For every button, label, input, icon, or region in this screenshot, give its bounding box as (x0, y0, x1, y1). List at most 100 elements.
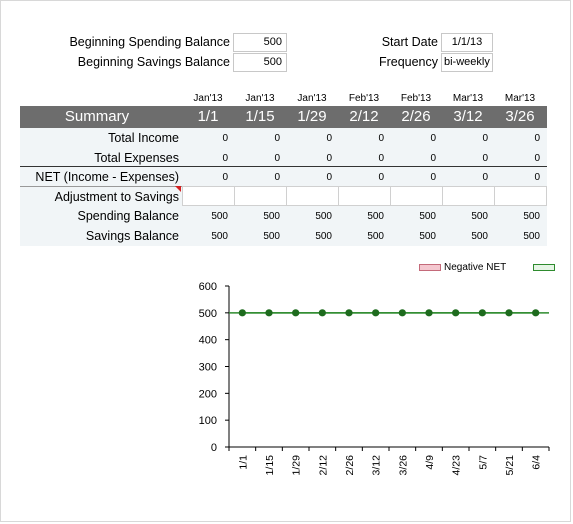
table-cell-value: 500 (315, 231, 332, 242)
month-header: Jan'13 (245, 93, 275, 104)
table-cell-value: 0 (378, 172, 384, 183)
frequency-select[interactable]: bi-weekly (441, 53, 493, 72)
x-tick-label: 2/26 (344, 455, 356, 476)
date-header: 2/26 (401, 108, 431, 125)
row-label-adjustment: Adjustment to Savings (54, 190, 179, 204)
start-date-input[interactable]: 1/1/13 (441, 33, 493, 52)
legend-series-green (533, 262, 558, 273)
table-cell-value: 0 (326, 172, 332, 183)
month-header: Jan'13 (297, 93, 327, 104)
date-header: 1/1 (197, 108, 219, 125)
table-cell-value: 0 (222, 133, 228, 144)
table-cell-value: 0 (430, 172, 436, 183)
table-cell-value: 0 (534, 153, 540, 164)
x-tick-label: 3/26 (397, 455, 409, 476)
table-cell-value: 0 (378, 153, 384, 164)
table-cell-value: 500 (315, 211, 332, 222)
data-point (425, 309, 433, 317)
table-cell-value: 0 (534, 133, 540, 144)
table-cell-value: 0 (222, 172, 228, 183)
date-header: 2/12 (349, 108, 379, 125)
data-point (345, 309, 353, 317)
data-point (532, 309, 540, 317)
balance-shade (20, 167, 547, 246)
data-point (238, 309, 246, 317)
beginning-spending-input[interactable]: 500 (233, 33, 287, 52)
table-cell-value: 500 (263, 211, 280, 222)
comment-marker-icon[interactable] (175, 186, 181, 192)
data-point (265, 309, 273, 317)
row-label-savings-balance: Savings Balance (85, 229, 179, 243)
net-divider (20, 166, 547, 167)
data-point (398, 309, 406, 317)
data-point (452, 309, 460, 317)
x-tick-label: 3/12 (371, 455, 383, 476)
table-cell-value: 500 (367, 231, 384, 242)
beginning-savings-label: Beginning Savings Balance (77, 55, 230, 69)
row-label-net: NET (Income - Expenses) (35, 170, 179, 184)
table-cell-value: 0 (326, 133, 332, 144)
table-cell-value: 0 (482, 172, 488, 183)
table-cell-value: 0 (222, 153, 228, 164)
x-tick-label: 4/23 (451, 455, 463, 476)
y-tick-label: 400 (199, 335, 217, 347)
y-tick-label: 300 (199, 362, 217, 374)
date-header: 3/12 (453, 108, 483, 125)
y-tick-label: 0 (211, 442, 217, 454)
date-header: 1/15 (245, 108, 275, 125)
table-cell-value: 500 (471, 231, 488, 242)
legend-swatch-pink (419, 263, 441, 271)
summary-header-bar (20, 106, 547, 128)
row-label-total-expenses: Total Expenses (94, 151, 179, 165)
month-header: Mar'13 (452, 93, 484, 104)
month-header: Mar'13 (504, 93, 536, 104)
table-cell-value: 500 (367, 211, 384, 222)
legend-swatch-green (533, 263, 555, 271)
data-point (478, 309, 486, 317)
income-expense-shade (20, 128, 547, 167)
table-cell-value: 0 (482, 133, 488, 144)
frequency-label: Frequency (378, 55, 438, 69)
table-cell-value: 0 (534, 172, 540, 183)
data-point (372, 309, 380, 317)
x-tick-label: 5/21 (504, 455, 516, 476)
row-label-total-income: Total Income (108, 131, 179, 145)
x-tick-label: 1/29 (291, 455, 303, 476)
date-header: 1/29 (297, 108, 327, 125)
beginning-savings-input[interactable]: 500 (233, 53, 287, 72)
table-cell-value: 0 (378, 133, 384, 144)
table-cell-value: 500 (263, 231, 280, 242)
y-tick-label: 200 (199, 388, 217, 400)
y-tick-label: 500 (199, 308, 217, 320)
data-point (505, 309, 513, 317)
table-cell-value: 0 (430, 133, 436, 144)
data-point (318, 309, 326, 317)
month-header: Feb'13 (348, 93, 380, 104)
adjustment-cell[interactable] (494, 186, 547, 206)
table-cell-value: 500 (419, 211, 436, 222)
x-tick-label: 2/12 (317, 455, 329, 476)
table-cell-value: 500 (471, 211, 488, 222)
table-cell-value: 0 (274, 133, 280, 144)
summary-title: Summary (64, 108, 130, 125)
table-cell-value: 0 (274, 153, 280, 164)
month-header: Jan'13 (193, 93, 223, 104)
row-label-spending-balance: Spending Balance (77, 209, 179, 223)
table-cell-value: 500 (419, 231, 436, 242)
table-cell-value: 500 (211, 231, 228, 242)
legend-negative-net-label: Negative NET (444, 262, 507, 273)
table-cell-value: 500 (211, 211, 228, 222)
data-point (292, 309, 300, 317)
y-tick-label: 100 (199, 415, 217, 427)
x-tick-label: 4/9 (424, 455, 436, 470)
y-tick-label: 600 (199, 281, 217, 293)
start-date-label: Start Date (381, 35, 438, 49)
x-tick-label: 1/1 (237, 455, 249, 470)
table-cell-value: 0 (430, 153, 436, 164)
table-cell-value: 0 (482, 153, 488, 164)
table-cell-value: 500 (523, 211, 540, 222)
x-tick-label: 6/4 (531, 455, 543, 470)
date-header: 3/26 (505, 108, 535, 125)
table-cell-value: 0 (274, 172, 280, 183)
